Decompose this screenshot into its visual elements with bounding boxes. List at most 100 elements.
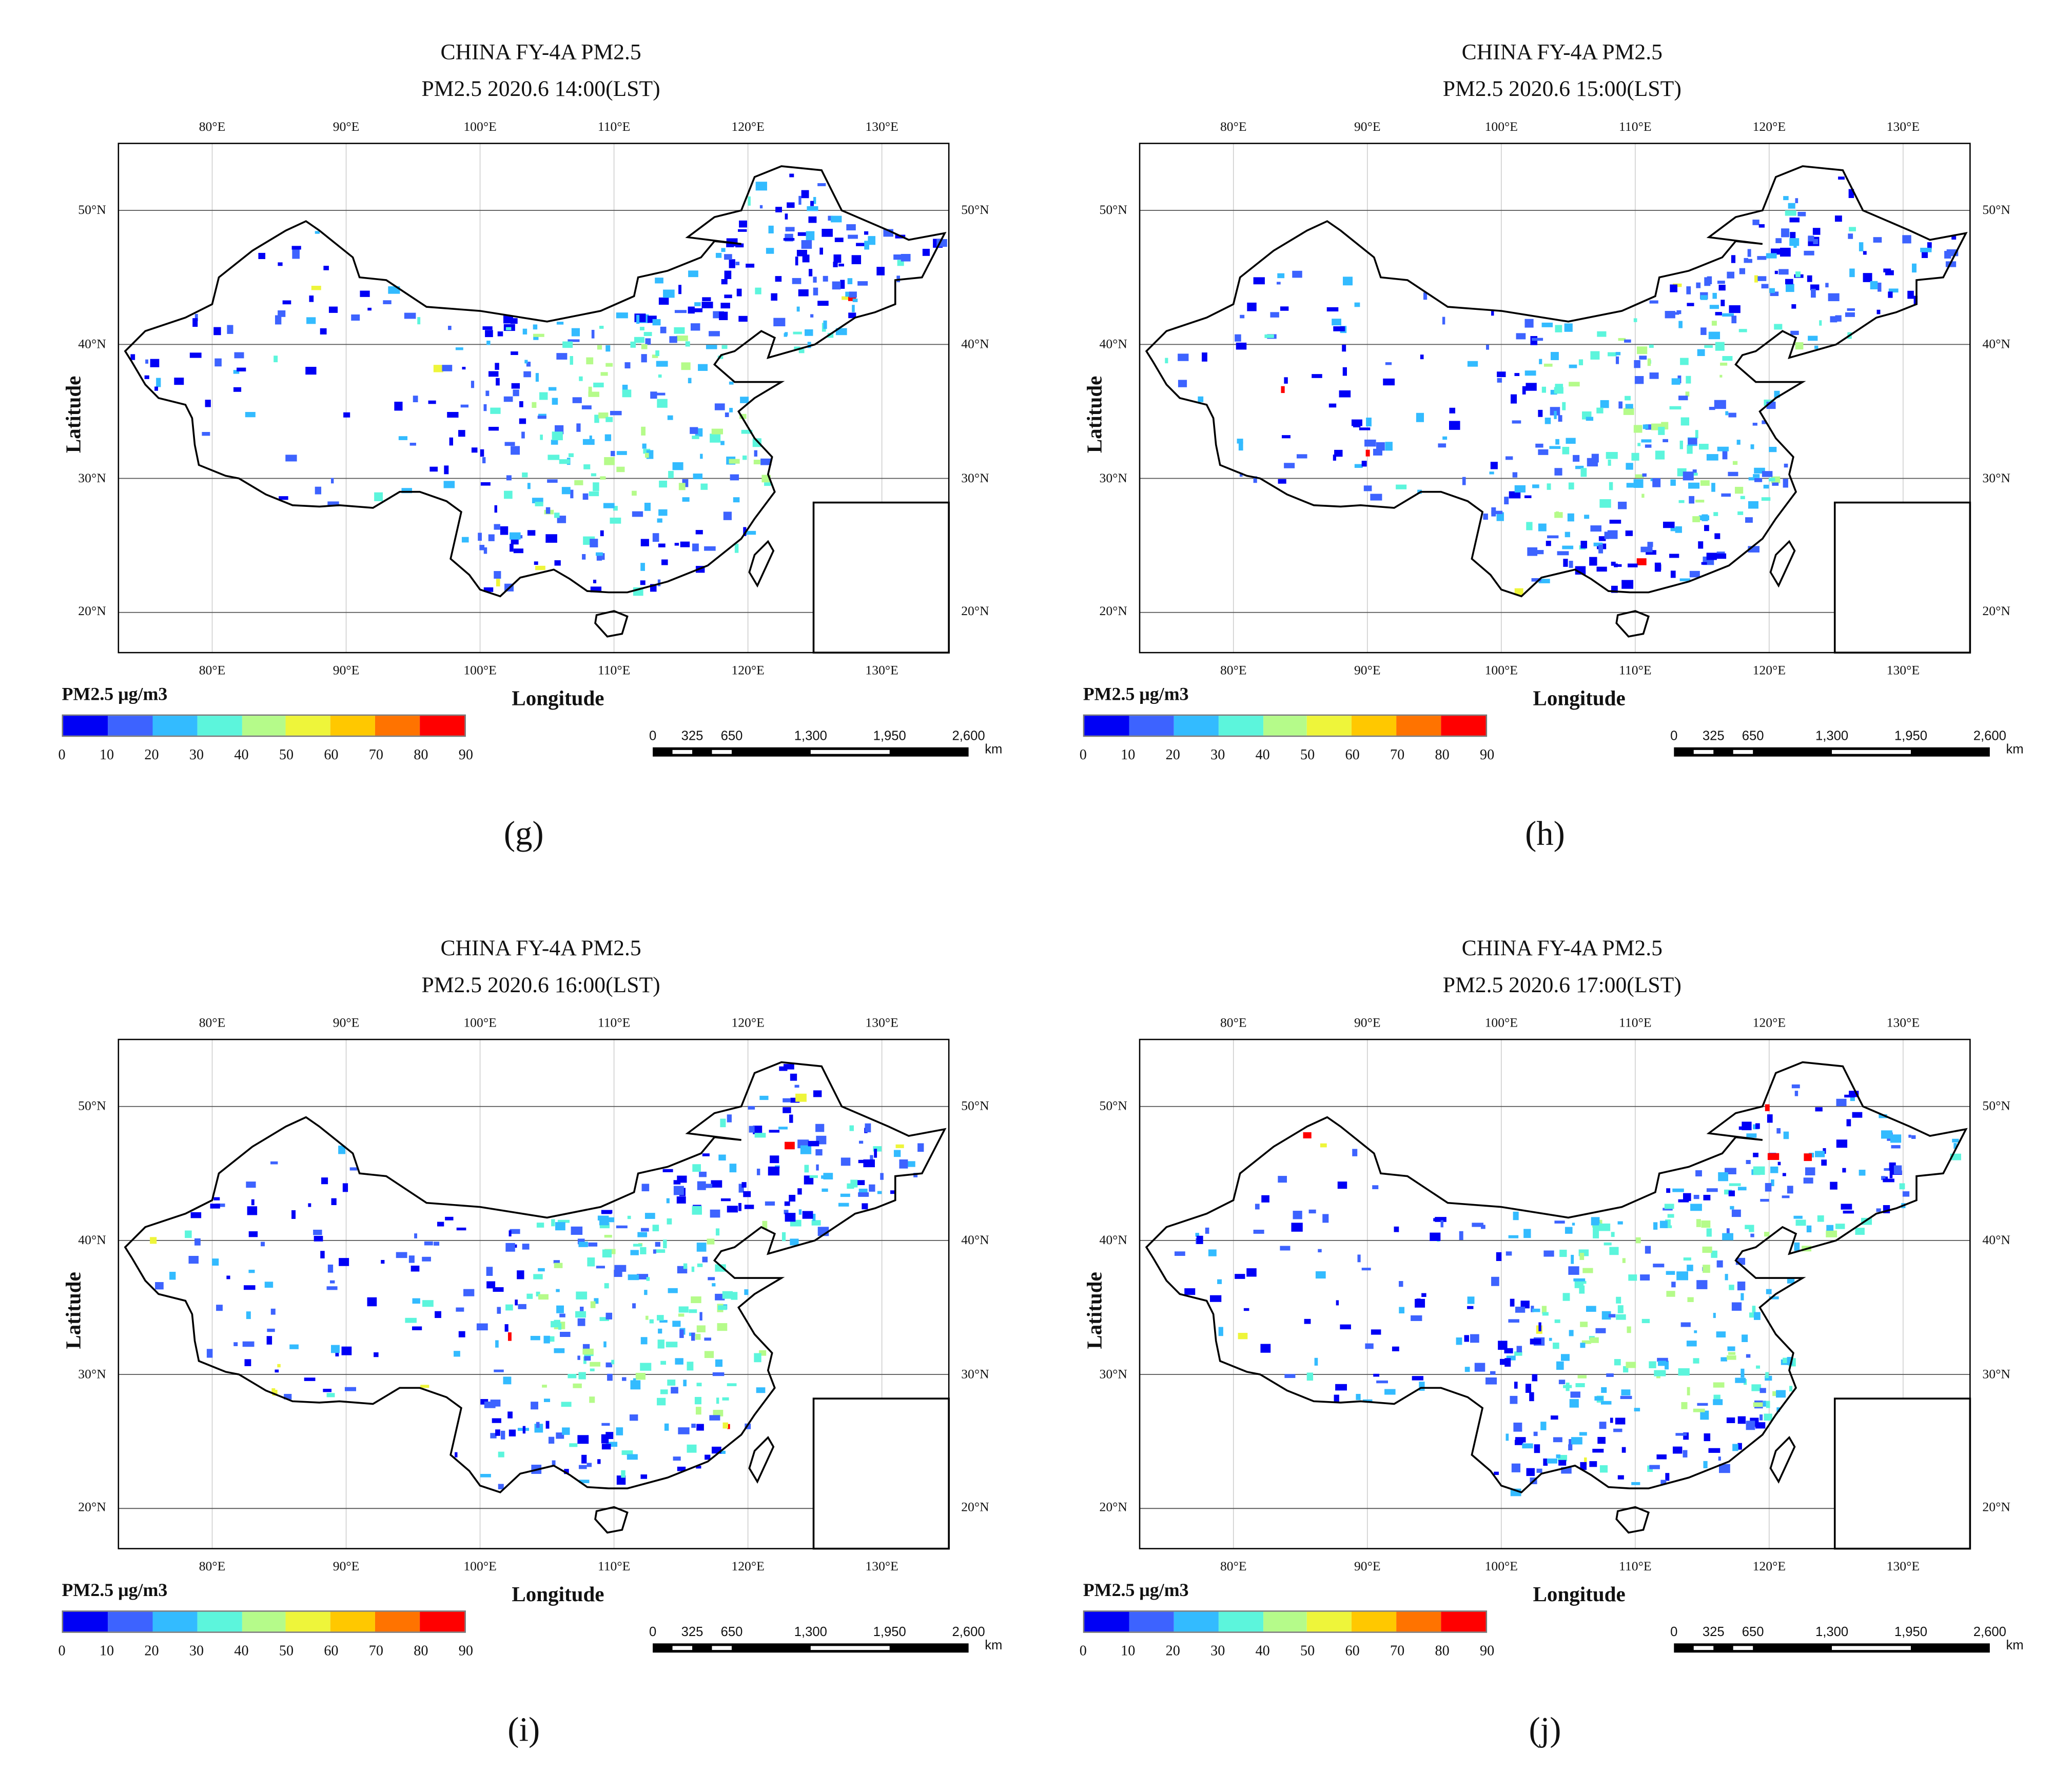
y-tick-label-right: 30°N [961, 471, 989, 486]
pm25-cell [1845, 312, 1855, 317]
pm25-cell [1565, 531, 1570, 538]
pm25-cell [1490, 462, 1498, 469]
pm25-cell [1639, 356, 1647, 360]
pm25-cell [486, 341, 491, 345]
pm25-cell [808, 1140, 819, 1147]
pm25-cell [847, 278, 853, 284]
pm25-cell [556, 1305, 564, 1313]
pm25-cell [667, 1218, 672, 1225]
pm25-cell [779, 1066, 788, 1071]
pm25-cell [1670, 284, 1677, 292]
pm25-cell [678, 1313, 685, 1317]
pm25-cell [1745, 517, 1753, 523]
pm25-cell [1795, 271, 1801, 278]
pm25-cell [568, 339, 580, 342]
pm25-cell [1423, 292, 1428, 300]
pm25-cell [1235, 1274, 1245, 1279]
pm25-cell [156, 378, 161, 387]
pm25-cell [496, 578, 500, 587]
pm25-cell [498, 1451, 504, 1458]
pm25-cell [1637, 443, 1641, 446]
pm25-cell [1747, 259, 1752, 263]
pm25-cell [756, 1387, 766, 1393]
pm25-cell [1611, 1232, 1615, 1237]
pm25-cell [1737, 1187, 1747, 1191]
pm25-cell [1320, 1143, 1327, 1148]
pm25-cell [798, 195, 801, 205]
pm25-cell [738, 1203, 741, 1211]
pm25-cell [455, 347, 463, 350]
pm25-cell [1645, 424, 1656, 430]
pm25-cell [562, 1427, 570, 1435]
pm25-cell [351, 314, 360, 321]
pm25-cell [1238, 442, 1243, 451]
pm25-cell [1514, 1382, 1518, 1389]
pm25-cell [1505, 1251, 1512, 1256]
pm25-cell [1795, 198, 1798, 203]
pm25-cell [536, 1223, 544, 1228]
pm25-cell [1640, 1274, 1650, 1281]
pm25-cell [1737, 1282, 1746, 1291]
pm25-cell [753, 1126, 762, 1134]
pm25-cell [1593, 1229, 1599, 1238]
pm25-cell [1698, 515, 1710, 521]
pm25-cell [1499, 1358, 1508, 1365]
pm25-cell [1688, 438, 1697, 445]
pm25-cell [327, 1264, 334, 1273]
pm25-cell [521, 431, 525, 439]
pm25-cell [292, 249, 300, 259]
pm25-cell [637, 1232, 648, 1237]
pm25-cell [1384, 1389, 1396, 1395]
pm25-cell [535, 502, 543, 506]
pm25-cell [833, 262, 838, 267]
colorbar-title: PM2.5 μg/m3 [62, 685, 168, 705]
pm25-cell [702, 297, 711, 302]
pm25-cell [519, 401, 523, 407]
pm25-cell [1849, 227, 1856, 231]
pm25-cell [1467, 361, 1478, 367]
x-tick-label: 80°E [199, 1560, 226, 1574]
pm25-cell [1791, 1084, 1800, 1089]
pm25-cell [1735, 486, 1744, 494]
pm25-cell [722, 1291, 733, 1299]
pm25-cell [214, 358, 222, 367]
pm25-cell [1721, 493, 1731, 497]
pm25-cell [851, 255, 862, 264]
pm25-cell [755, 182, 767, 191]
chart-title: CHINA FY-4A PM2.5 [440, 935, 641, 961]
pm25-cell [1559, 1249, 1567, 1257]
pm25-cell [1749, 1312, 1757, 1318]
pm25-cell [1385, 362, 1392, 365]
pm25-cell [578, 1465, 587, 1469]
colorbar-tick-label: 30 [189, 747, 204, 763]
pm25-cell [640, 563, 645, 571]
scale-bar-label: 0 [1670, 1625, 1678, 1640]
pm25-cell [1556, 1454, 1560, 1459]
pm25-cell [1577, 1375, 1587, 1379]
pm25-cell [1704, 525, 1709, 531]
pm25-cell [1808, 336, 1818, 341]
pm25-cell [1532, 484, 1539, 488]
pm25-cell [762, 1220, 768, 1229]
pm25-cell [813, 287, 818, 296]
y-axis-label: Latitude [1084, 376, 1107, 454]
pm25-cell [555, 1222, 565, 1231]
pm25-cell [1884, 1168, 1893, 1171]
pm25-cell [1757, 276, 1767, 281]
pm25-cell [503, 396, 513, 402]
pm25-cell [513, 389, 519, 397]
pm25-cell [530, 1335, 540, 1341]
pm25-cell [1763, 484, 1769, 489]
pm25-cell [1726, 1228, 1730, 1236]
pm25-cell [1686, 376, 1691, 384]
pm25-cell [1253, 1229, 1264, 1234]
pm25-cell [597, 345, 602, 350]
pm25-cell [593, 382, 604, 388]
pm25-cell [601, 1210, 613, 1214]
pm25-cell [1873, 237, 1882, 243]
pm25-cell [1683, 1257, 1691, 1261]
pm25-cell [233, 1342, 238, 1346]
pm25-cell [589, 1396, 595, 1403]
pm25-cell [724, 294, 732, 299]
pm25-cell [518, 1304, 526, 1309]
